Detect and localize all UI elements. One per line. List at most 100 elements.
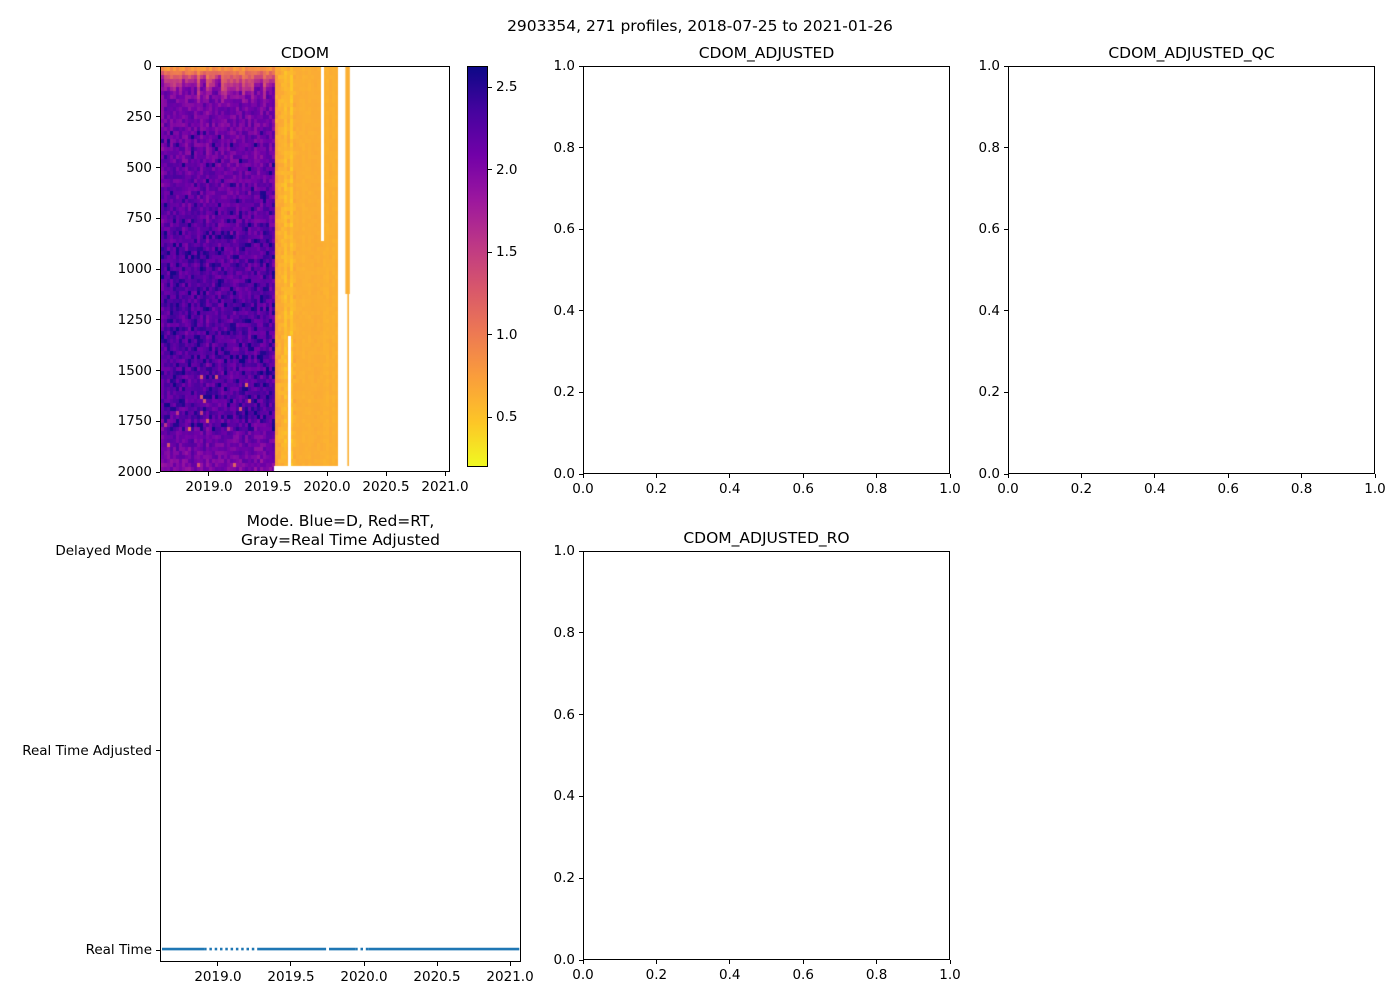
y-tick-mark — [1004, 473, 1008, 475]
y-tick-label: 0.0 — [978, 466, 1000, 482]
colorbar-tick-mark — [488, 251, 492, 253]
y-tick-mark — [156, 268, 160, 270]
y-tick-label: 1250 — [117, 311, 152, 328]
x-tick-label: 0.8 — [1290, 481, 1313, 497]
x-tick-mark — [385, 472, 387, 476]
x-tick-mark — [208, 472, 210, 476]
y-tick-mark — [156, 750, 160, 751]
mode-plot-title: Mode. Blue=D, Red=RT, Gray=Real Time Adj… — [160, 512, 521, 550]
y-tick-mark — [579, 391, 583, 393]
x-tick-mark — [949, 474, 951, 478]
cdom-adjusted-ro-plot — [583, 551, 950, 960]
y-tick-mark — [1004, 65, 1008, 67]
y-tick-label: 0.8 — [553, 624, 575, 641]
y-tick-mark — [156, 167, 160, 168]
y-tick-mark — [156, 217, 160, 219]
cdom-adjusted-ro-plot-title: CDOM_ADJUSTED_RO — [683, 529, 850, 547]
y-tick-label: 1000 — [117, 261, 152, 277]
x-tick-label: 0.2 — [1070, 481, 1093, 497]
x-tick-mark — [444, 472, 446, 476]
y-tick-mark — [579, 310, 583, 312]
x-tick-mark — [217, 962, 219, 966]
x-tick-mark — [290, 962, 292, 966]
y-tick-mark — [1004, 228, 1008, 230]
x-tick-mark — [1080, 474, 1082, 478]
y-tick-mark — [1004, 147, 1008, 149]
cdom-colorbar — [467, 66, 488, 467]
y-tick-label: 0.4 — [978, 302, 1000, 319]
y-tick-label: Real Time Adjusted — [22, 742, 152, 759]
x-tick-label: 0.2 — [645, 481, 668, 497]
colorbar-tick-label: 2.0 — [496, 161, 518, 178]
x-tick-label: 0.4 — [719, 481, 741, 497]
y-tick-label: 250 — [126, 108, 152, 125]
y-tick-mark — [579, 959, 583, 961]
x-tick-label: 0.0 — [572, 481, 594, 497]
y-tick-mark — [1004, 391, 1008, 393]
cdom-adjusted-qc-plot — [1008, 66, 1375, 474]
x-tick-mark — [1007, 474, 1009, 478]
y-tick-label: 0.0 — [553, 952, 575, 968]
colorbar-tick-mark — [488, 334, 492, 336]
x-tick-label: 0.6 — [1217, 481, 1239, 497]
x-tick-mark — [876, 474, 878, 478]
mode-plot-title-line1: Mode. Blue=D, Red=RT, — [246, 512, 435, 530]
x-tick-label: 0.4 — [719, 967, 741, 983]
x-tick-label: 0.4 — [1144, 481, 1166, 497]
x-tick-label: 2020.0 — [303, 479, 351, 495]
colorbar-tick-mark — [488, 86, 492, 88]
x-tick-label: 1.0 — [939, 967, 961, 983]
y-tick-mark — [579, 473, 583, 475]
x-tick-mark — [729, 474, 731, 478]
cdom-adjusted-plot-title: CDOM_ADJUSTED — [698, 44, 835, 62]
colorbar-tick-mark — [488, 169, 492, 171]
x-tick-mark — [655, 960, 657, 964]
x-tick-mark — [436, 962, 438, 966]
x-tick-label: 1.0 — [939, 481, 961, 497]
colorbar-tick-label: 2.5 — [496, 79, 518, 96]
cdom-adjusted-qc-plot-title: CDOM_ADJUSTED_QC — [1108, 44, 1275, 62]
x-tick-mark — [326, 472, 328, 476]
mode-plot-title-line2: Gray=Real Time Adjusted — [240, 531, 441, 549]
y-tick-mark — [156, 65, 160, 67]
y-tick-label: 1.0 — [553, 58, 575, 74]
cdom-adjusted-plot — [583, 66, 950, 474]
y-tick-label: Delayed Mode — [55, 543, 152, 559]
y-tick-mark — [156, 471, 160, 473]
x-tick-label: 0.8 — [865, 481, 888, 497]
y-tick-label: 0.2 — [553, 384, 575, 401]
y-tick-mark — [156, 370, 160, 371]
x-tick-mark — [876, 960, 878, 964]
x-tick-label: 2019.5 — [267, 969, 315, 985]
x-tick-mark — [949, 960, 951, 964]
y-tick-mark — [579, 795, 583, 797]
y-tick-mark — [579, 632, 583, 634]
y-tick-label: 1500 — [117, 362, 152, 379]
x-tick-label: 0.8 — [865, 967, 888, 983]
x-tick-label: 2019.0 — [194, 969, 242, 985]
x-tick-label: 0.6 — [792, 481, 814, 497]
x-tick-mark — [729, 960, 731, 964]
x-tick-label: 2019.0 — [185, 479, 233, 495]
x-tick-mark — [802, 960, 804, 964]
y-tick-label: 0.8 — [978, 139, 1000, 156]
colorbar-tick-label: 0.5 — [496, 409, 518, 426]
x-tick-mark — [267, 472, 269, 476]
x-tick-mark — [1154, 474, 1156, 478]
cdom-plot-title: CDOM — [280, 44, 330, 62]
x-tick-mark — [363, 962, 365, 966]
x-tick-mark — [802, 474, 804, 478]
colorbar-tick-mark — [488, 416, 492, 418]
y-tick-label: 0.4 — [553, 788, 575, 805]
x-tick-mark — [582, 960, 584, 964]
y-tick-label: 0.4 — [553, 302, 575, 319]
y-tick-mark — [579, 228, 583, 230]
y-tick-label: 1750 — [117, 413, 152, 430]
x-tick-label: 0.6 — [792, 967, 814, 983]
x-tick-mark — [1227, 474, 1229, 478]
y-tick-mark — [579, 65, 583, 67]
figure-suptitle: 2903354, 271 profiles, 2018-07-25 to 202… — [507, 17, 893, 35]
y-tick-mark — [579, 147, 583, 149]
y-tick-label: 1.0 — [978, 58, 1000, 74]
